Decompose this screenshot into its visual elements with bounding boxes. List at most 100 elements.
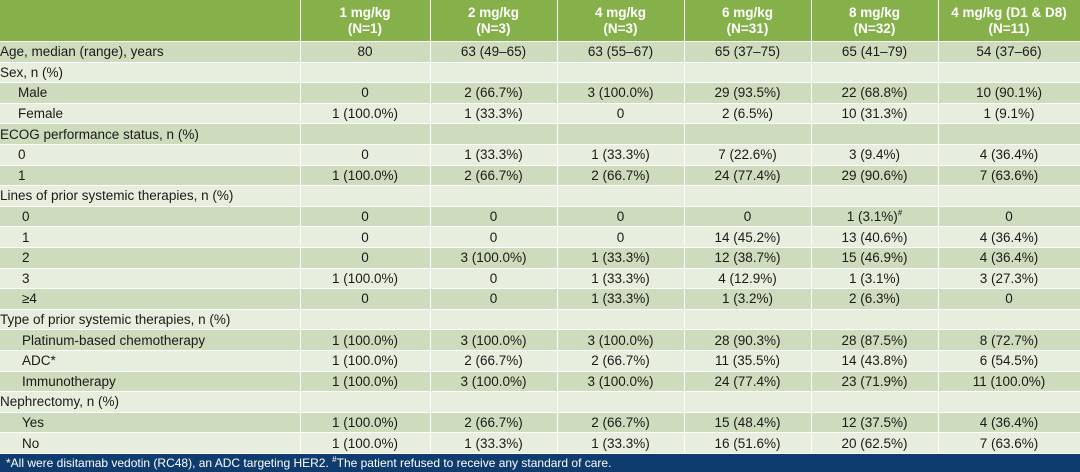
table-row: ECOG performance status, n (%): [0, 123, 1080, 145]
table-cell: [430, 309, 558, 331]
cell-value: 7 (63.6%): [979, 167, 1039, 183]
table-cell: 1 (33.3%): [557, 247, 685, 269]
table-cell: 0: [557, 103, 685, 125]
table-row: Platinum-based chemotherapy 1 (100.0%) 3 (…: [0, 329, 1080, 351]
table-cell: [430, 185, 558, 207]
table-cell: 1 (33.3%): [430, 144, 558, 166]
table-cell: 65 (41–79): [811, 41, 939, 63]
table-cell: 2 (66.7%): [557, 165, 685, 187]
cell-value: 20 (62.5%): [841, 435, 908, 451]
footnote-text-1: *All were disitamab vedotin (RC48), an A…: [6, 456, 333, 470]
baseline-characteristics-table: 1 mg/kg (N=1) 2 mg/kg (N=3) 4 mg/kg (N=3) 6…: [0, 0, 1080, 454]
table-cell: 15 (46.9%): [811, 247, 939, 269]
table-cell: 15 (48.4%): [684, 412, 812, 434]
table-cell: 4 (36.4%): [938, 144, 1080, 166]
header-n: (N=3): [476, 20, 511, 36]
cell-value: 2 (6.5%): [721, 106, 774, 122]
cell-value: 4 (36.4%): [979, 147, 1039, 163]
cell-value: 24 (77.4%): [714, 167, 781, 183]
table-cell: 1 (3.1%): [811, 268, 939, 290]
cell-value: 1 (33.3%): [591, 270, 650, 286]
table-cell: 0: [300, 82, 431, 104]
table-cell: 3 (100.0%): [557, 329, 685, 351]
footnote-text-2: The patient refused to receive any stand…: [336, 456, 612, 470]
cell-value: 2 (66.7%): [464, 85, 523, 101]
table-cell: 6 (54.5%): [938, 350, 1080, 372]
table-cell: 28 (87.5%): [811, 329, 939, 351]
cell-value: 65 (41–79): [841, 44, 908, 60]
table-cell: 13 (40.6%): [811, 226, 939, 248]
cell-value: 3 (100.0%): [587, 373, 654, 389]
table-cell: 0: [938, 206, 1080, 228]
table-cell: 63 (49–65): [430, 41, 558, 63]
cell-value: 0: [361, 85, 369, 101]
cell-value: 0: [361, 209, 369, 225]
table-cell: 20 (62.5%): [811, 432, 939, 454]
cell-value: 14 (45.2%): [714, 229, 781, 245]
table-cell: 0: [684, 206, 812, 228]
row-sublabel: Immunotherapy: [0, 371, 301, 393]
header-n: (N=3): [603, 20, 638, 36]
table-cell: 4 (12.9%): [684, 268, 812, 290]
table-cell: 0: [557, 206, 685, 228]
footnote-bar: *All were disitamab vedotin (RC48), an A…: [0, 454, 1080, 472]
cell-value: 63 (49–65): [460, 44, 527, 60]
table-row: 2 0 3 (100.0%) 1 (33.3%) 12 (38.7%) 15 (46.9%…: [0, 247, 1080, 269]
header-n: (N=11): [988, 20, 1030, 36]
cell-value: 22 (68.8%): [841, 85, 908, 101]
table-cell: 3 (100.0%): [430, 247, 558, 269]
header-dose: 1 mg/kg: [339, 4, 391, 20]
cell-value: 7 (63.6%): [979, 435, 1039, 451]
table-cell: [684, 62, 812, 84]
table-cell: [557, 123, 685, 145]
table-cell: 1 (3.2%): [684, 288, 812, 310]
table-row: ADC* 1 (100.0%) 2 (66.7%) 2 (66.7%) 11 (35.5…: [0, 350, 1080, 372]
cell-value: 3 (9.4%): [848, 147, 901, 163]
table-row: Lines of prior systemic therapies, n (%): [0, 185, 1080, 207]
table-cell: 1 (33.3%): [557, 288, 685, 310]
row-label: Type of prior systemic therapies, n (%): [0, 309, 301, 331]
header-cell: 2 mg/kg (N=3): [430, 0, 558, 42]
table-cell: 3 (100.0%): [557, 371, 685, 393]
cell-value: 0: [489, 229, 498, 245]
table-cell: 23 (71.9%): [811, 371, 939, 393]
table-row: ≥4 0 0 1 (33.3%) 1 (3.2%) 2 (6.3%) 0: [0, 288, 1080, 310]
table-cell: [300, 391, 431, 413]
row-sublabel: Yes: [0, 412, 301, 434]
cell-value: 1 (9.1%): [983, 106, 1035, 122]
cell-value: 3 (27.3%): [979, 270, 1039, 286]
table-cell: 0: [300, 144, 431, 166]
cell-value: 0: [616, 209, 625, 225]
table-cell: 3 (100.0%): [557, 82, 685, 104]
table-cell: 80: [300, 41, 431, 63]
row-label: ECOG performance status, n (%): [0, 123, 301, 145]
table-cell: 1 (100.0%): [300, 350, 431, 372]
cell-value: 0: [616, 106, 625, 122]
table-cell: 63 (55–67): [557, 41, 685, 63]
cell-value: 3 (100.0%): [460, 332, 527, 348]
cell-value: 4 (36.4%): [979, 229, 1039, 245]
cell-value: 0: [489, 291, 498, 307]
row-label: Nephrectomy, n (%): [0, 391, 301, 413]
table-cell: 1 (100.0%): [300, 103, 431, 125]
table-cell: 1 (100.0%): [300, 268, 431, 290]
table-row: Female 1 (100.0%) 1 (33.3%) 0 2 (6.5%) 10 (31…: [0, 103, 1080, 125]
header-n: (N=1): [347, 20, 383, 36]
table-cell: 3 (27.3%): [938, 268, 1080, 290]
table-cell: 1 (100.0%): [300, 412, 431, 434]
cell-value: 10 (90.1%): [975, 85, 1043, 101]
table-cell: 4 (36.4%): [938, 247, 1080, 269]
header-n: (N=32): [853, 20, 896, 36]
table-cell: [684, 123, 812, 145]
table-cell: [811, 309, 939, 331]
table-cell: [684, 391, 812, 413]
cell-value: 2 (66.7%): [591, 414, 650, 430]
table-row: Yes 1 (100.0%) 2 (66.7%) 2 (66.7%) 15 (48.4%…: [0, 412, 1080, 434]
table-cell: 2 (66.7%): [430, 412, 558, 434]
table-cell: 2 (66.7%): [430, 82, 558, 104]
cell-value: 11 (35.5%): [714, 353, 781, 369]
cell-value: 1 (100.0%): [331, 270, 399, 286]
table-cell: 65 (37–75): [684, 41, 812, 63]
table-cell: 10 (31.3%): [811, 103, 939, 125]
table-cell: 0: [430, 288, 558, 310]
